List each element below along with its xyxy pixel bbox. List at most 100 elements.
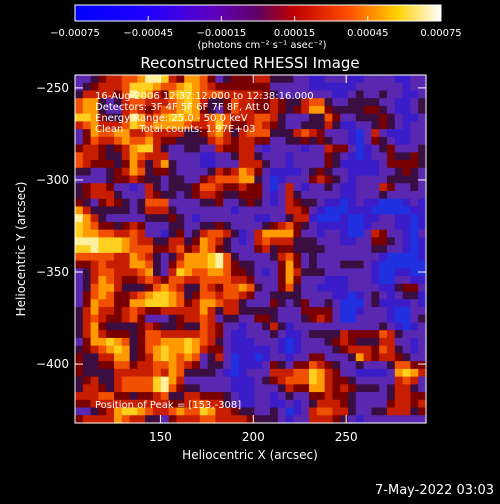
heatmap-cell [371,368,380,378]
heatmap-cell [106,245,115,254]
heatmap-cell [160,376,170,385]
heatmap-cell [82,144,92,153]
heatmap-cell [90,152,99,161]
heatmap-cell [168,307,177,316]
heatmap-cell [106,330,115,339]
heatmap-cell [387,237,396,246]
heatmap-cell [98,183,107,192]
heatmap-cell [316,105,326,115]
heatmap-cell [223,260,232,269]
heatmap-cell [153,214,162,223]
heatmap-cell [387,136,396,146]
heatmap-cell [82,105,92,115]
heatmap-cell [90,206,99,215]
heatmap-cell [285,368,294,378]
heatmap-cell [371,353,380,362]
heatmap-cell [355,353,365,362]
heatmap-cell [309,415,318,424]
heatmap-cell [238,345,248,354]
heatmap-cell [207,399,216,409]
heatmap-cell [223,399,232,409]
heatmap-cell [379,392,388,401]
heatmap-cell [98,260,107,269]
heatmap-cell [262,268,271,277]
heatmap-cell [270,392,279,401]
heatmap-cell [301,175,310,184]
heatmap-cell [277,299,287,308]
heatmap-cell [324,291,333,300]
heatmap-cell [153,198,162,208]
heatmap-cell [277,121,287,130]
heatmap-cell [207,245,216,254]
heatmap-cell [262,399,271,409]
heatmap-cell [153,152,162,161]
heatmap-cell [160,368,170,378]
heatmap-cell [394,229,404,238]
heatmap-cell [410,252,419,262]
heatmap-cell [293,237,302,246]
heatmap-cell [402,75,411,84]
heatmap-cell [293,136,302,146]
heatmap-cell [262,144,271,153]
heatmap-cell [246,307,255,316]
heatmap-cell [176,307,185,316]
heatmap-cell [192,129,201,138]
heatmap-cell [309,198,318,208]
heatmap-cell [98,368,107,378]
heatmap-cell [121,307,131,316]
heatmap-cell [379,121,388,130]
heatmap-cell [394,75,404,84]
heatmap-cell [332,121,341,130]
heatmap-cell [379,368,388,378]
annotation-detectors: Detectors: 3F 4F 5F 6F 7F 8F, Att 0 [95,102,269,113]
heatmap-cell [410,175,419,184]
heatmap-cell [371,345,380,354]
heatmap-cell [223,198,232,208]
heatmap-cell [309,183,318,192]
heatmap-cell [332,392,341,401]
heatmap-cell [394,376,404,385]
heatmap-cell [316,245,326,254]
heatmap-cell [129,322,138,331]
heatmap-cell [238,214,248,223]
heatmap-cell [410,90,419,99]
heatmap-cell [402,314,411,324]
heatmap-cell [371,214,380,223]
heatmap-cell [270,113,279,122]
heatmap-cell [160,353,170,362]
heatmap-cell [270,183,279,192]
heatmap-cell [418,353,427,362]
heatmap-cell [82,160,92,169]
heatmap-cell [98,237,107,246]
heatmap-cell [168,415,177,424]
heatmap-cell [153,322,162,331]
heatmap-cell [215,206,224,215]
heatmap-cell [238,175,248,184]
heatmap-cell [262,136,271,146]
heatmap-cell [246,345,255,354]
heatmap-cell [231,376,240,385]
heatmap-cell [379,314,388,324]
heatmap-cell [199,129,209,138]
heatmap-cell [231,415,240,424]
heatmap-cell [160,75,170,84]
heatmap-cell [106,353,115,362]
heatmap-cell [75,229,84,238]
heatmap-cell [199,392,209,401]
heatmap-cell [90,314,99,324]
heatmap-cell [379,283,388,293]
heatmap-cell [145,136,154,146]
heatmap-cell [215,283,224,293]
heatmap-cell [121,144,131,153]
heatmap-cell [371,82,380,92]
heatmap-cell [285,353,294,362]
heatmap-cell [379,337,388,347]
heatmap-cell [121,299,131,308]
heatmap-cell [238,299,248,308]
heatmap-cell [379,322,388,331]
heatmap-cell [137,90,146,99]
heatmap-cell [277,167,287,177]
heatmap-cell [145,167,154,177]
heatmap-cell [98,175,107,184]
heatmap-cell [238,245,248,254]
